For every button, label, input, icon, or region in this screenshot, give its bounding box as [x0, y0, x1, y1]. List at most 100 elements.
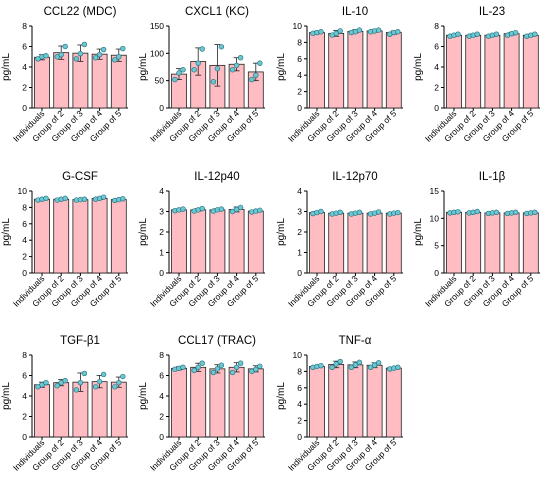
- chart-title: G-CSF: [62, 171, 98, 183]
- data-point: [218, 362, 225, 368]
- data-point: [329, 364, 335, 370]
- y-axis-label: pg/mL: [1, 53, 12, 81]
- y-tick-label: 0: [22, 103, 27, 113]
- bar: [309, 366, 325, 438]
- data-point: [356, 359, 363, 366]
- chart-title: IL-12p70: [332, 171, 377, 183]
- chart-title: IL-12p40: [194, 171, 239, 183]
- y-tick-label: 4: [22, 62, 27, 72]
- bar: [465, 211, 482, 274]
- y-tick-label: 4: [297, 186, 302, 196]
- bar: [171, 367, 187, 438]
- y-axis-label: pg/mL: [276, 382, 287, 410]
- y-axis-label: pg/mL: [1, 382, 12, 410]
- data-point: [474, 208, 480, 215]
- bar: [385, 212, 402, 274]
- bar: [190, 209, 207, 274]
- data-point: [493, 209, 500, 216]
- data-point: [195, 364, 201, 370]
- data-point: [455, 31, 461, 37]
- y-tick-label: 8: [159, 350, 164, 360]
- y-tick-label: 6: [297, 54, 302, 64]
- y-tick-label: 2: [434, 83, 439, 93]
- y-tick-label: 2: [22, 412, 27, 422]
- data-point: [210, 79, 217, 85]
- data-point: [375, 27, 382, 33]
- data-point: [237, 360, 244, 366]
- bar: [446, 34, 462, 109]
- y-tick-label: 2: [297, 227, 302, 237]
- data-point: [257, 207, 263, 213]
- y-tick-label: 0: [22, 432, 27, 442]
- bar: [503, 212, 520, 274]
- y-tick-label: 0: [297, 103, 302, 113]
- data-point: [375, 209, 382, 215]
- bar: [110, 199, 127, 274]
- data-point: [54, 383, 60, 389]
- data-point: [77, 50, 84, 57]
- data-point: [62, 43, 68, 50]
- data-point: [73, 387, 80, 393]
- y-tick-label: 4: [159, 186, 164, 196]
- data-point: [62, 195, 68, 202]
- data-point: [318, 29, 324, 35]
- bar: [91, 53, 108, 109]
- bar: [110, 381, 127, 438]
- bar: [53, 52, 70, 109]
- bar: [347, 364, 364, 438]
- y-tick-label: 0: [434, 103, 439, 113]
- y-tick-label: 10: [430, 213, 440, 223]
- data-point: [92, 384, 99, 390]
- bar: [53, 198, 70, 274]
- y-tick-label: 100: [150, 48, 164, 58]
- data-point: [455, 209, 461, 215]
- data-point: [493, 31, 500, 37]
- y-tick-label: 10: [293, 21, 303, 31]
- data-point: [318, 362, 324, 369]
- bar: [247, 368, 264, 438]
- y-tick-label: 6: [22, 42, 27, 52]
- bar: [347, 30, 364, 109]
- chart-title: CCL17 (TRAC): [178, 335, 256, 347]
- y-tick-label: 6: [434, 42, 439, 52]
- chart-title: IL-10: [342, 6, 368, 18]
- y-tick-label: 0: [22, 268, 27, 278]
- y-tick-label: 3: [297, 207, 302, 217]
- data-point: [58, 51, 64, 58]
- bar: [34, 198, 50, 274]
- data-point: [474, 31, 480, 37]
- y-tick-label: 4: [297, 399, 302, 409]
- data-point: [333, 30, 339, 37]
- bar: [72, 199, 89, 274]
- data-point: [233, 62, 240, 69]
- y-tick-label: 4: [434, 62, 439, 72]
- data-point: [532, 31, 538, 37]
- y-tick-label: 50: [155, 76, 165, 86]
- data-point: [62, 377, 68, 384]
- data-point: [371, 362, 378, 368]
- y-axis-label: pg/mL: [276, 218, 287, 246]
- bar: [446, 211, 462, 274]
- data-point: [195, 60, 201, 66]
- data-point: [176, 70, 182, 76]
- bar: [328, 364, 345, 438]
- data-point: [81, 41, 88, 48]
- y-axis-label: pg/mL: [276, 53, 287, 81]
- y-axis-label: pg/mL: [1, 218, 12, 246]
- y-tick-label: 0: [297, 268, 302, 278]
- y-axis-label: pg/mL: [138, 53, 149, 81]
- chart-title: TGF-β1: [60, 335, 100, 347]
- data-point: [112, 384, 118, 390]
- bar: [209, 209, 226, 274]
- bar: [228, 209, 245, 274]
- y-tick-label: 2: [297, 416, 302, 426]
- data-point: [100, 46, 107, 53]
- y-tick-label: 4: [297, 70, 302, 80]
- y-tick-label: 8: [297, 37, 302, 47]
